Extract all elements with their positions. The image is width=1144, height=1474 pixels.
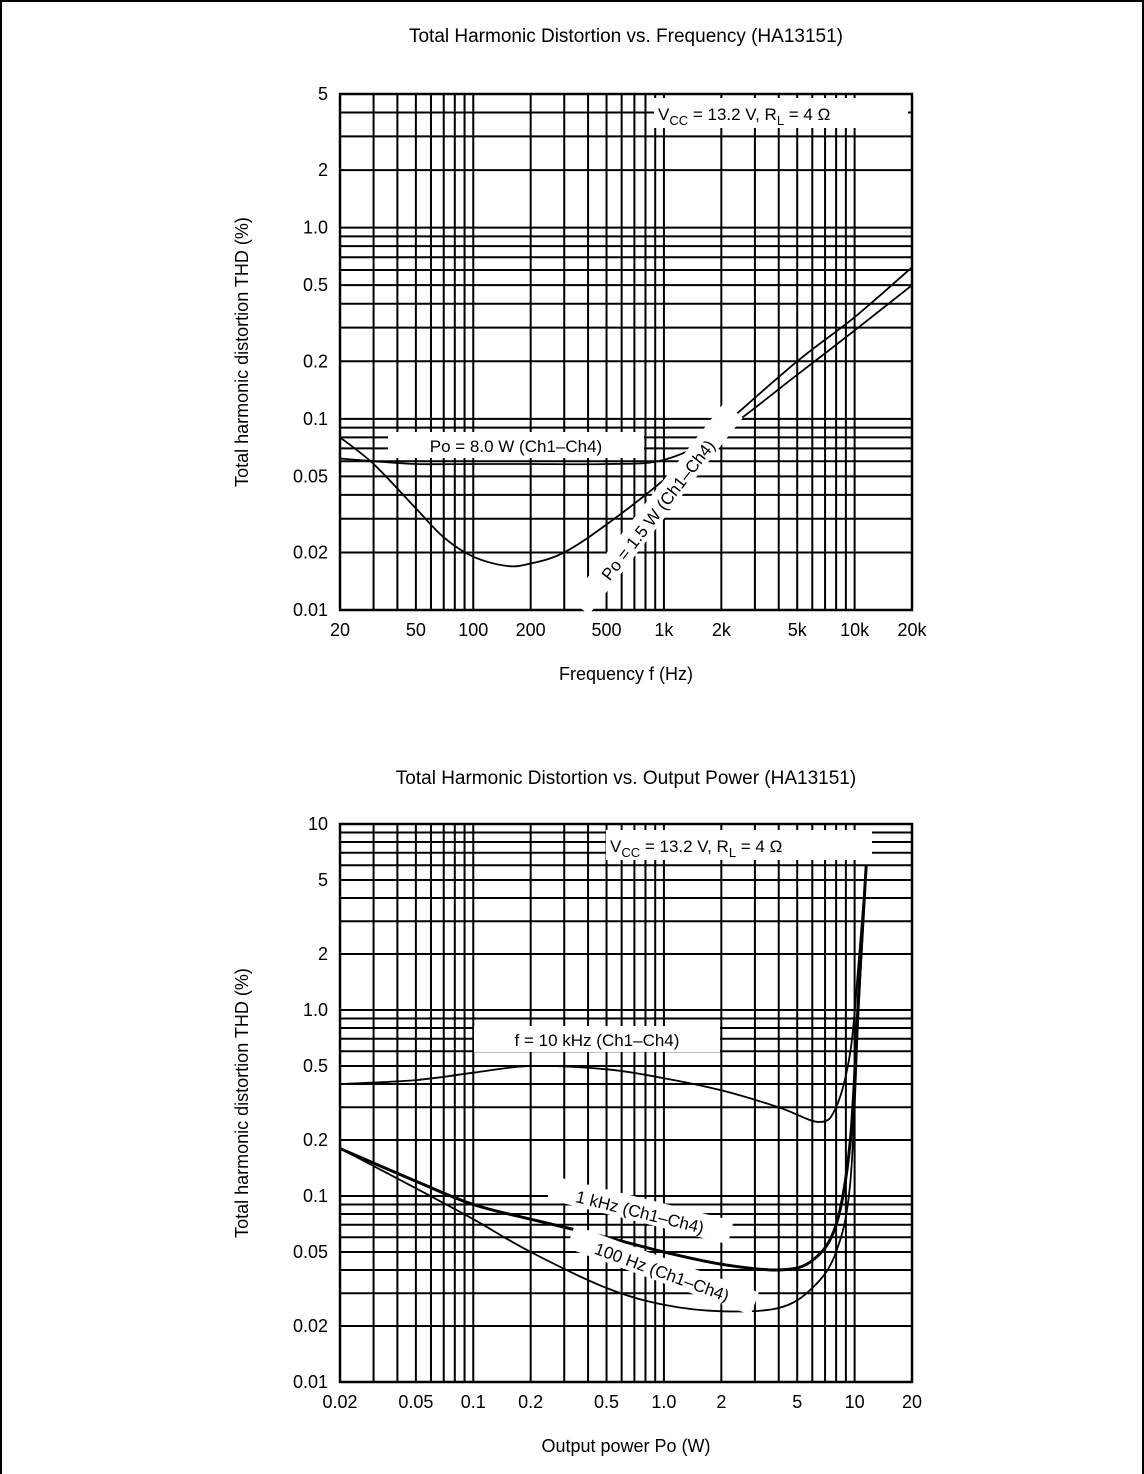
- series-label-bg: [474, 1026, 720, 1052]
- y-tick-label: 10: [308, 814, 328, 834]
- series-label: Po = 8.0 W (Ch1–Ch4): [430, 437, 602, 456]
- y-tick-label: 0.5: [303, 275, 328, 295]
- x-tick-labels: 20 50 100 200 500 1k 2k 5k 10k 20k: [330, 620, 928, 640]
- series-label: 100 Hz (Ch1–Ch4): [592, 1239, 732, 1305]
- y-tick-label: 0.1: [303, 1186, 328, 1206]
- y-tick-label: 0.2: [303, 351, 328, 371]
- x-tick-label: 20k: [897, 620, 927, 640]
- plot-border: [338, 822, 914, 1384]
- x-tick-label: 5: [792, 1392, 802, 1412]
- x-tick-label: 0.02: [322, 1392, 357, 1412]
- x-tick-label: 1k: [654, 620, 674, 640]
- y-tick-label: 5: [318, 84, 328, 104]
- conditions-text: VCC = 13.2 V, RL = 4 Ω: [658, 105, 830, 128]
- y-tick-label: 0.01: [293, 1372, 328, 1392]
- x-tick-label: 20: [330, 620, 350, 640]
- series-label: f = 10 kHz (Ch1–Ch4): [515, 1031, 680, 1050]
- series-label-bg: [547, 1175, 734, 1245]
- series-line-2: [339, 266, 913, 568]
- y-tick-label: 1.0: [303, 1000, 328, 1020]
- x-axis-label: Frequency f (Hz): [559, 664, 693, 684]
- conditions-bg: [654, 98, 908, 128]
- y-tick-label: 2: [318, 944, 328, 964]
- x-tick-label: 200: [516, 620, 546, 640]
- y-tick-label: 2: [318, 160, 328, 180]
- y-tick-label: 0.01: [293, 600, 328, 620]
- x-tick-label: 2: [716, 1392, 726, 1412]
- x-tick-label: 0.1: [461, 1392, 486, 1412]
- y-tick-label: 0.5: [303, 1056, 328, 1076]
- y-tick-labels: 0.01 0.02 0.05 0.1 0.2 0.5 1.0 2 5 10: [293, 814, 328, 1392]
- x-tick-labels: 0.02 0.05 0.1 0.2 0.5 1.0 2 5 10 20: [322, 1392, 922, 1412]
- grid-lines: [339, 823, 913, 1383]
- series-label-bg: [570, 402, 743, 615]
- x-tick-label: 0.2: [518, 1392, 543, 1412]
- x-tick-label: 100: [458, 620, 488, 640]
- x-tick-label: 10: [845, 1392, 865, 1412]
- series-line-3: [339, 865, 868, 1313]
- y-tick-label: 0.02: [293, 1316, 328, 1336]
- x-tick-label: 1.0: [651, 1392, 676, 1412]
- x-tick-label: 10k: [840, 620, 870, 640]
- y-tick-label: 0.02: [293, 542, 328, 562]
- x-axis-label: Output power Po (W): [541, 1436, 710, 1456]
- x-tick-label: 500: [592, 620, 622, 640]
- series-line-1: [339, 284, 913, 466]
- series-curves: [339, 266, 913, 568]
- plot-border: [338, 92, 914, 612]
- x-tick-label: 50: [406, 620, 426, 640]
- conditions-bg: [606, 830, 872, 860]
- x-tick-label: 5k: [788, 620, 808, 640]
- conditions-text: VCC = 13.2 V, RL = 4 Ω: [610, 837, 782, 860]
- series-line-1: [339, 865, 868, 1123]
- y-tick-label: 5: [318, 870, 328, 890]
- chart-title: Total Harmonic Distortion vs. Frequency …: [409, 26, 843, 47]
- y-axis-label: Total harmonic distortion THD (%): [232, 968, 252, 1238]
- series-line-2: [339, 865, 868, 1272]
- series-label: Po = 1.5 W (Ch1–Ch4): [598, 437, 719, 585]
- series-label-bg: [566, 1225, 759, 1315]
- y-tick-label: 0.1: [303, 409, 328, 429]
- y-tick-label: 0.05: [293, 1242, 328, 1262]
- chart-1: Total Harmonic Distortion vs. Frequency …: [232, 26, 928, 684]
- x-tick-label: 0.05: [398, 1392, 433, 1412]
- y-tick-labels: 0.01 0.02 0.05 0.1 0.2 0.5 1.0 2 5: [293, 84, 328, 620]
- y-tick-label: 1.0: [303, 218, 328, 238]
- y-tick-label: 0.05: [293, 466, 328, 486]
- chart-2: Total Harmonic Distortion vs. Output Pow…: [232, 768, 922, 1456]
- x-tick-label: 0.5: [594, 1392, 619, 1412]
- x-tick-label: 2k: [712, 620, 732, 640]
- series-labels: Po = 8.0 W (Ch1–Ch4)Po = 1.5 W (Ch1–Ch4): [388, 402, 743, 615]
- series-label-bg: [388, 432, 644, 458]
- series-labels: f = 10 kHz (Ch1–Ch4)1 kHz (Ch1–Ch4)100 H…: [474, 1026, 759, 1315]
- y-axis-label: Total harmonic distortion THD (%): [232, 217, 252, 487]
- chart-title: Total Harmonic Distortion vs. Output Pow…: [396, 768, 856, 789]
- y-tick-label: 0.2: [303, 1130, 328, 1150]
- x-tick-label: 20: [902, 1392, 922, 1412]
- series-curves: [339, 865, 868, 1313]
